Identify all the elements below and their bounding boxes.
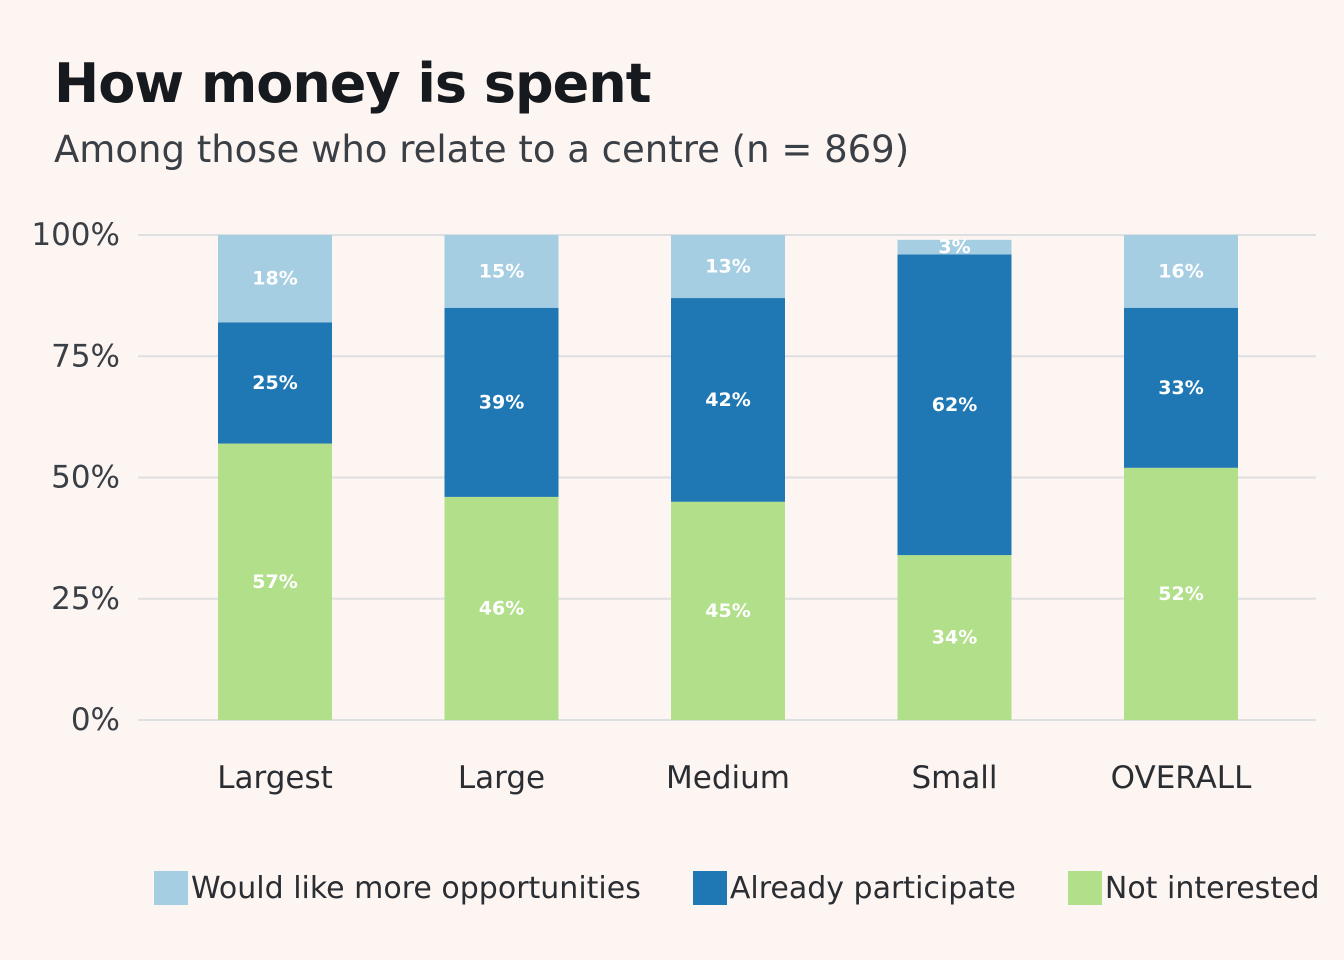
- bar-value-label: 62%: [932, 394, 977, 416]
- x-tick-label: Small: [911, 760, 997, 796]
- legend-swatch: [692, 871, 727, 905]
- bar-segment: [218, 443, 332, 720]
- bar-value-label: 25%: [252, 372, 297, 394]
- bar-segment: [218, 322, 332, 444]
- bars: [218, 235, 1238, 720]
- bar-value-label: 46%: [479, 597, 524, 619]
- legend-label: Already participate: [729, 870, 1016, 906]
- legend-item: Already participate: [692, 870, 1016, 906]
- bar-value-label: 3%: [938, 236, 970, 258]
- legend-label: Would like more opportunities: [191, 870, 641, 906]
- bar-segment: [897, 254, 1012, 556]
- bar-segment: [897, 239, 1012, 255]
- x-tick-label: Medium: [666, 760, 790, 796]
- y-tick-label: 50%: [51, 460, 120, 496]
- y-tick-label: 0%: [71, 702, 120, 738]
- bar-segment: [897, 555, 1012, 720]
- legend-item: Would like more opportunities: [154, 871, 641, 906]
- bar-value-label: 52%: [1158, 583, 1203, 605]
- bar-value-label: 18%: [252, 268, 297, 290]
- bar-value-label: 57%: [252, 571, 297, 593]
- data-labels: 57% 25% 18% 46% 39% 15% 45% 42% 13% 34% 62% 3% 52% 33…: [252, 236, 1203, 648]
- bar-value-label: 45%: [705, 600, 750, 622]
- bar-value-label: 15%: [479, 260, 524, 282]
- chart-title: How money is spent: [54, 52, 652, 115]
- chart-subtitle: Among those who relate to a centre (n = …: [54, 128, 910, 171]
- bar-segment: [1124, 467, 1238, 720]
- x-axis-ticks: Largest Large Medium Small OVERALL: [217, 760, 1252, 796]
- bar-value-label: 34%: [932, 627, 977, 649]
- bar-segment: [444, 307, 559, 497]
- y-tick-label: 25%: [51, 581, 120, 617]
- legend: Would like more opportunities Already par…: [154, 866, 1320, 910]
- bar-segment: [671, 501, 785, 720]
- y-tick-label: 100%: [31, 217, 120, 253]
- x-tick-label: OVERALL: [1111, 760, 1252, 796]
- bar-segment: [444, 235, 559, 308]
- bar-segment: [671, 298, 785, 502]
- legend-item: Not interested: [1067, 870, 1320, 906]
- bar-segment: [671, 235, 785, 299]
- x-tick-label: Largest: [217, 760, 333, 796]
- bar-value-label: 33%: [1158, 377, 1203, 399]
- y-axis-ticks: 0% 25% 50% 75% 100%: [31, 217, 120, 738]
- bar-value-label: 16%: [1158, 260, 1203, 282]
- bar-segment: [1124, 235, 1238, 308]
- bar-value-label: 13%: [705, 256, 750, 278]
- bar-segment: [218, 235, 332, 323]
- bar-value-label: 39%: [479, 391, 524, 413]
- legend-swatch: [154, 871, 188, 905]
- x-tick-label: Large: [458, 760, 545, 796]
- bar-segment: [1124, 307, 1238, 468]
- legend-swatch: [1067, 871, 1102, 905]
- y-tick-label: 75%: [51, 338, 120, 374]
- bar-segment: [444, 496, 559, 720]
- legend-label: Not interested: [1104, 870, 1320, 906]
- bar-value-label: 42%: [705, 389, 750, 411]
